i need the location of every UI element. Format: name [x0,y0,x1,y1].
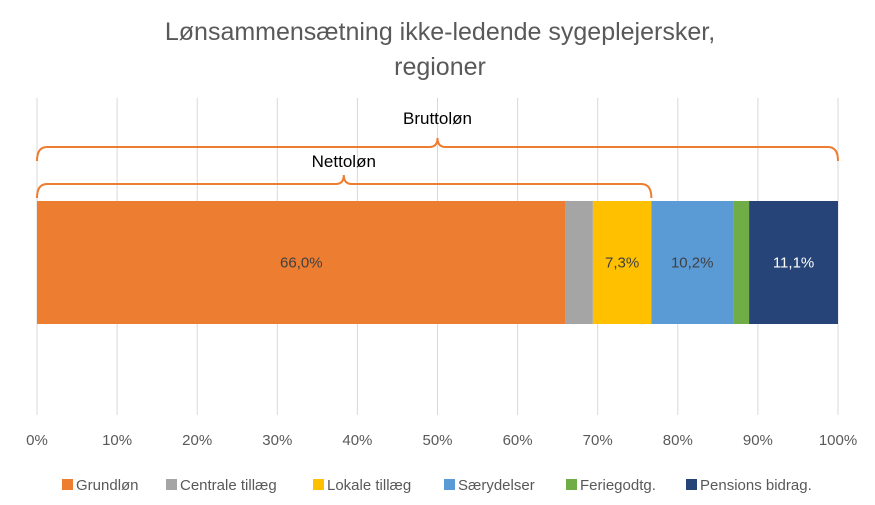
legend-swatch [166,479,177,490]
annotation-brace [36,174,653,199]
bar-segment [592,201,652,324]
annotation-label: Nettoløn [312,152,376,171]
bar-segment [749,201,838,324]
annotation-braces: Bruttoløn Nettoløn [36,109,839,199]
legend-swatch [566,479,577,490]
x-tick-label: 50% [422,432,452,449]
legend-label: Særydelser [458,477,535,494]
legend-label: Pensions bidrag. [700,477,812,494]
x-tick-label: 80% [663,432,693,449]
legend-swatch [444,479,455,490]
x-tick-label: 60% [503,432,533,449]
data-label: 10,2% [671,255,714,272]
legend-item: Pensions bidrag. [686,477,812,494]
legend-item: Særydelser [444,477,535,494]
x-tick-label: 30% [262,432,292,449]
x-tick-label: 40% [342,432,372,449]
bar-segments [37,201,838,324]
legend-item: Lokale tillæg [313,477,411,494]
x-tick-label: 70% [583,432,613,449]
chart-title-line-1: Lønsammensætning ikke-ledende sygeplejer… [165,18,715,46]
legend-label: Centrale tillæg [180,477,277,494]
bar-segment [733,201,750,324]
legend-label: Feriegodtg. [580,477,656,494]
legend-item: Centrale tillæg [166,477,277,494]
chart-title: Lønsammensætning ikke-ledende sygeplejer… [165,18,715,81]
data-label: 7,3% [605,255,639,272]
x-tick-label: 100% [819,432,857,449]
bar-segment [565,201,593,324]
x-tick-label: 20% [182,432,212,449]
x-tick-label: 0% [26,432,48,449]
legend-swatch [686,479,697,490]
data-label: 11,1% [773,255,814,272]
bar-segment [37,201,566,324]
legend-item: Feriegodtg. [566,477,656,494]
legend-label: Grundløn [76,477,139,494]
chart-title-line-2: regioner [394,53,486,81]
annotation-brace [36,137,839,162]
legend: Grundløn Centrale tillæg Lokale tillæg Særy… [62,477,812,494]
legend-swatch [62,479,73,490]
bar-segment [651,201,734,324]
legend-swatch [313,479,324,490]
legend-label: Lokale tillæg [327,477,411,494]
legend-item: Grundløn [62,477,139,494]
x-axis-tick-labels: 0% 10% 20% 30% 40% 50% 60% 70% 80% 90% 100% [26,432,857,449]
annotation-label: Bruttoløn [403,109,472,128]
data-label: 66,0% [280,255,323,272]
data-labels: 66,0% 7,3% 10,2% 11,1% [280,255,814,272]
x-tick-label: 10% [102,432,132,449]
x-tick-label: 90% [743,432,773,449]
